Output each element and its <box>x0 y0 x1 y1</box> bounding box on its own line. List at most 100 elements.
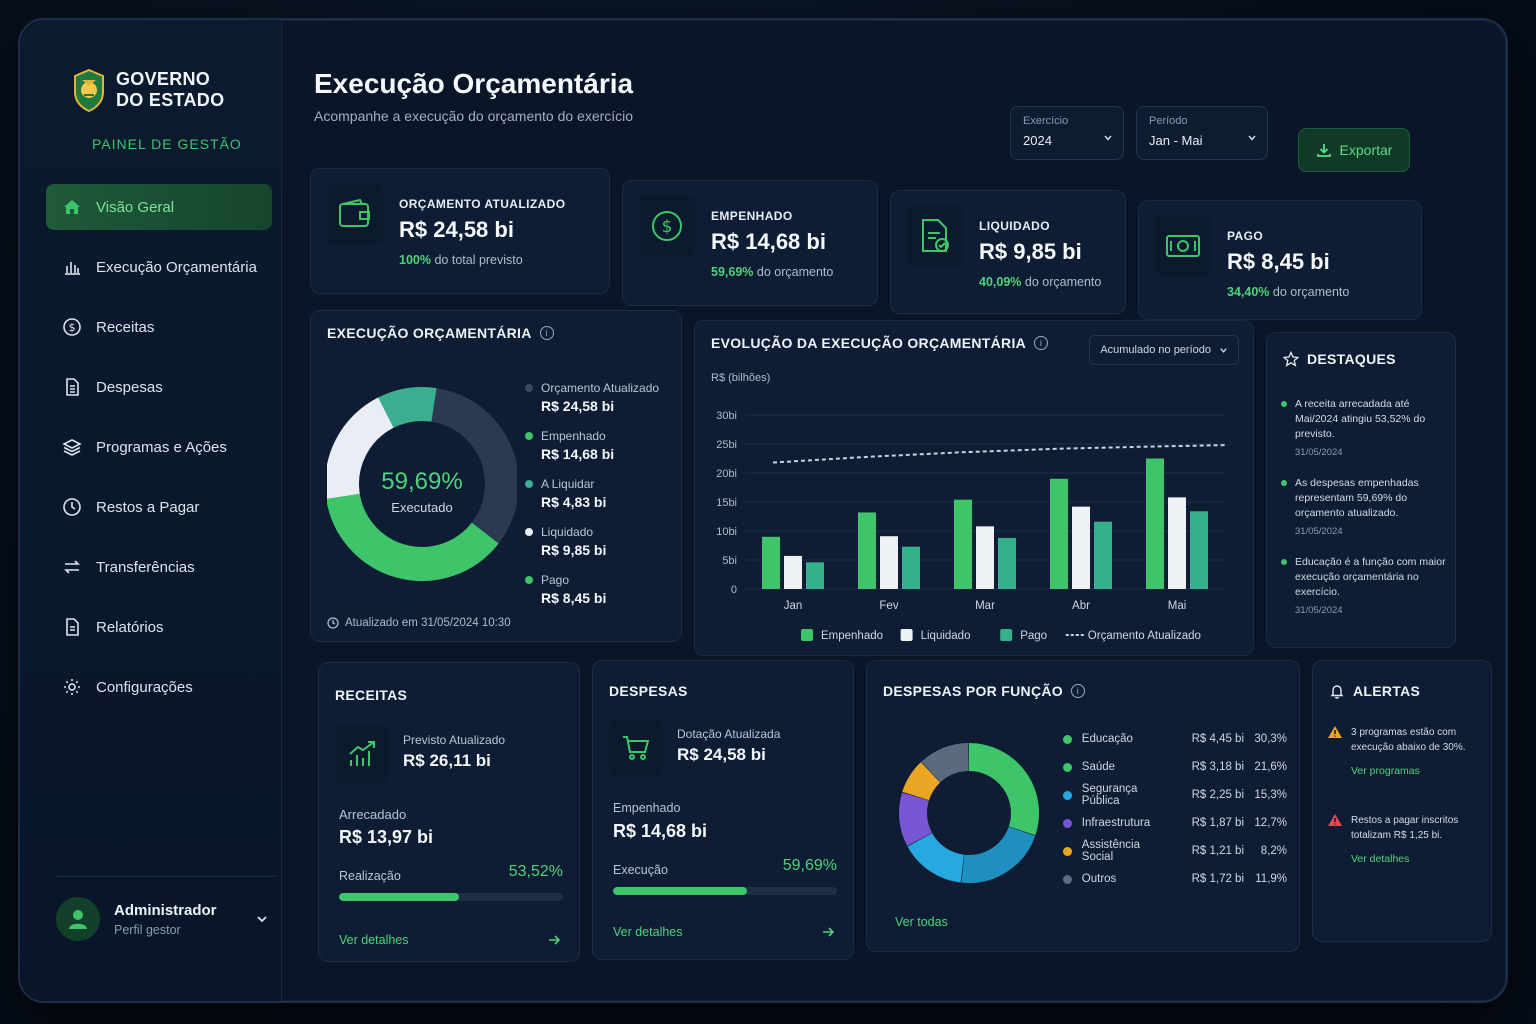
accumulated-dropdown[interactable]: Acumulado no período <box>1089 335 1239 365</box>
clock-icon <box>63 498 81 516</box>
ver-todas-link[interactable]: Ver todas <box>895 915 948 929</box>
brand[interactable]: GOVERNO DO ESTADO <box>72 68 224 112</box>
sidebar-item-receitas[interactable]: $ Receitas <box>46 304 272 350</box>
ver-detalhes-link[interactable]: Ver detalhes <box>339 933 409 947</box>
x-tick-label: Mai <box>1168 600 1187 612</box>
donut-segment-empenhado <box>327 493 499 581</box>
arrow-right-icon[interactable] <box>821 925 835 939</box>
receitas-title: RECEITAS <box>335 687 408 703</box>
chevron-down-icon <box>1248 135 1256 141</box>
funcao-row[interactable]: Educação R$ 4,45 bi 30,3% <box>1063 725 1287 753</box>
line-orcamento-atualizado <box>772 444 1226 464</box>
alertas-title: ALERTAS <box>1353 683 1421 699</box>
user-role: Perfil gestor <box>114 922 181 937</box>
kpi-card-empenhado[interactable]: $ EMPENHADO R$ 14,68 bi 59,69% do orçame… <box>622 180 878 306</box>
legend-item: A Liquidar R$ 4,83 bi <box>525 477 606 510</box>
user-profile[interactable]: Administrador Perfil gestor <box>56 876 276 941</box>
bar-liquidado <box>784 555 802 589</box>
destaques-title: DESTAQUES <box>1307 351 1396 367</box>
y-tick-label: 0 <box>731 584 737 596</box>
sidebar-item-configuracoes[interactable]: Configurações <box>46 664 272 710</box>
exercicio-select[interactable]: Exercício 2024 <box>1010 106 1124 160</box>
destaque-item[interactable]: Educação é a função com maior execução o… <box>1281 555 1447 618</box>
sidebar-item-programas[interactable]: Programas e Ações <box>46 424 272 470</box>
funcao-row[interactable]: Segurança Pública R$ 2,25 bi 15,3% <box>1063 781 1287 809</box>
clock-icon <box>327 617 339 629</box>
legend-swatch <box>801 629 813 641</box>
sidebar-item-relatorios[interactable]: Relatórios <box>46 604 272 650</box>
bar-empenhado <box>762 536 780 589</box>
bar-liquidado <box>976 526 994 589</box>
x-tick-label: Jan <box>784 600 803 612</box>
destaque-item[interactable]: A receita arrecadada até Mai/2024 atingi… <box>1281 397 1447 460</box>
sidebar-item-execucao[interactable]: Execução Orçamentária <box>46 244 272 290</box>
sidebar-item-despesas[interactable]: Despesas <box>46 364 272 410</box>
legend-label: Orçamento Atualizado <box>1088 630 1201 642</box>
warning-icon <box>1328 814 1342 826</box>
page-subtitle: Acompanhe a execução do orçamento do exe… <box>314 108 634 124</box>
funcao-row[interactable]: Outros R$ 1,72 bi 11,9% <box>1063 865 1287 893</box>
bar-pago <box>902 546 920 589</box>
realizacao-pct: 53,52% <box>508 863 563 880</box>
y-tick-label: 5bi <box>722 555 737 567</box>
legend-swatch <box>900 629 913 641</box>
execucao-pct: 59,69% <box>782 857 837 874</box>
cart-icon <box>623 736 650 760</box>
wallet-icon <box>339 199 370 227</box>
donut-center-value: 59,69% <box>381 468 462 495</box>
receitas-card: RECEITAS Previsto Atualizado R$ 26,11 bi… <box>318 662 580 962</box>
kpi-card-pago[interactable]: PAGO R$ 8,45 bi 34,40% do orçamento <box>1138 200 1422 320</box>
ver-detalhes-link[interactable]: Ver detalhes <box>613 925 683 939</box>
brand-line-2: DO ESTADO <box>116 90 225 110</box>
info-icon[interactable]: i <box>1034 336 1049 350</box>
bar-liquidado <box>1072 506 1090 589</box>
y-axis-label: R$ (bilhões) <box>711 372 770 384</box>
destaque-item[interactable]: As despesas empenhadas representam 59,69… <box>1281 476 1447 539</box>
info-icon[interactable]: i <box>1070 684 1085 698</box>
sidebar-nav: Visão Geral Execução Orçamentária $ Rece… <box>46 184 272 724</box>
alert-item[interactable]: 3 programas estão com execução abaixo de… <box>1327 725 1487 777</box>
evolucao-card: EVOLUÇÃO DA EXECUÇÃO ORÇAMENTÁRIA i Acum… <box>694 320 1254 656</box>
sidebar-item-label: Visão Geral <box>96 198 175 216</box>
chevron-down-icon[interactable] <box>256 913 268 925</box>
bar-liquidado <box>880 536 898 589</box>
page-title: Execução Orçamentária <box>314 68 634 99</box>
funcao-row[interactable]: Saúde R$ 3,18 bi 21,6% <box>1063 753 1287 781</box>
execucao-donut: 59,69% Executado <box>327 387 517 581</box>
bar-empenhado <box>1050 478 1068 589</box>
funcao-row[interactable]: Infraestrutura R$ 1,87 bi 12,7% <box>1063 809 1287 837</box>
kpi-card-liquidado[interactable]: LIQUIDADO R$ 9,85 bi 40,09% do orçamento <box>890 190 1126 314</box>
export-button[interactable]: Exportar <box>1298 128 1410 172</box>
legend-label: Pago <box>1020 630 1047 642</box>
chevron-down-icon <box>1104 135 1112 141</box>
periodo-select[interactable]: Período Jan - Mai <box>1136 106 1268 160</box>
download-icon <box>1316 144 1331 157</box>
crest-logo-icon <box>74 68 104 112</box>
bar-liquidado <box>1168 497 1186 589</box>
warning-icon <box>1328 726 1342 738</box>
donut-segment-a-liquidar <box>378 387 437 429</box>
kpi-card-orcamento[interactable]: ORÇAMENTO ATUALIZADO R$ 24,58 bi 100% do… <box>310 168 610 294</box>
sidebar-item-transferencias[interactable]: Transferências <box>46 544 272 590</box>
report-icon <box>66 618 79 636</box>
arrow-right-icon[interactable] <box>547 933 561 947</box>
layers-icon <box>62 439 82 456</box>
funcao-card: DESPESAS POR FUNÇÃO i Educação R$ 4,45 b… <box>866 660 1300 952</box>
sidebar-item-restos[interactable]: Restos a Pagar <box>46 484 272 530</box>
donut-segment-saúde <box>961 826 1036 883</box>
legend-item: Liquidado R$ 9,85 bi <box>525 525 606 558</box>
sidebar-item-visao-geral[interactable]: Visão Geral <box>46 184 272 230</box>
cash-icon <box>1166 235 1200 257</box>
alert-item[interactable]: Restos a pagar inscritos totalizam R$ 1,… <box>1327 813 1487 865</box>
realizacao-progress <box>339 893 563 901</box>
bar-empenhado <box>954 499 972 589</box>
funcao-title: DESPESAS POR FUNÇÃO <box>883 683 1063 699</box>
bar-pago <box>1190 511 1208 589</box>
svg-text:$: $ <box>662 217 673 237</box>
x-tick-label: Abr <box>1072 600 1090 612</box>
funcao-row[interactable]: Assistência Social R$ 1,21 bi 8,2% <box>1063 837 1287 865</box>
info-icon[interactable]: i <box>539 326 554 340</box>
y-tick-label: 30bi <box>716 410 737 422</box>
sidebar-item-label: Relatórios <box>96 618 164 636</box>
donut-segment-assistência-social <box>902 762 941 801</box>
